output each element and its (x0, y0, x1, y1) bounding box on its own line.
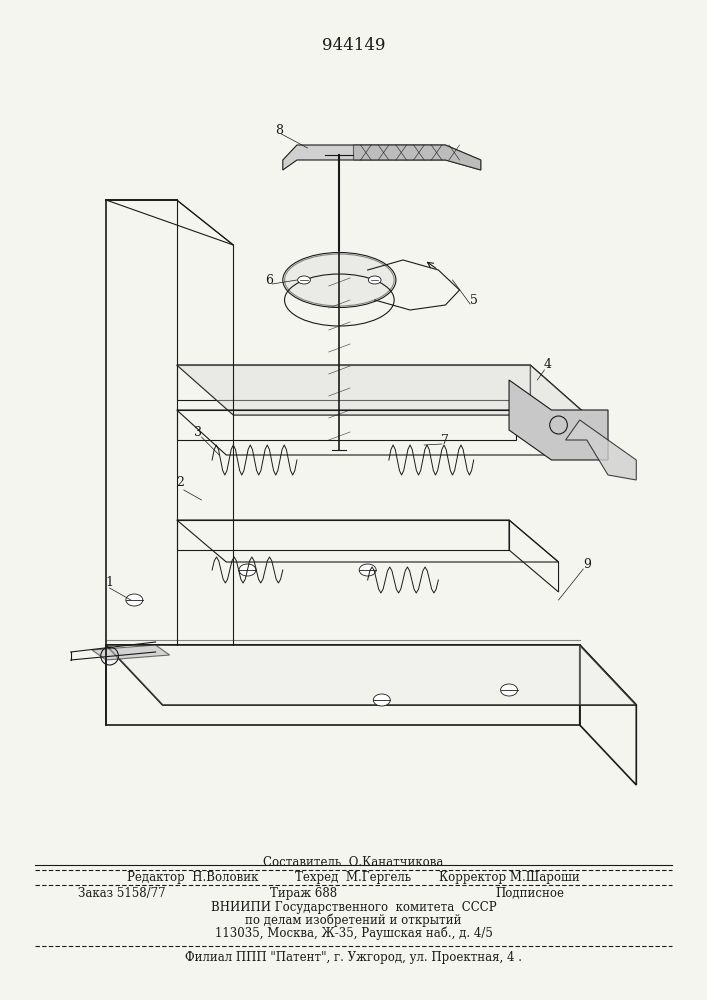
Text: Подписное: Подписное (496, 886, 565, 900)
Ellipse shape (359, 564, 376, 576)
Text: 6: 6 (264, 273, 273, 286)
Text: 4: 4 (544, 359, 552, 371)
Text: 1: 1 (105, 576, 114, 589)
Polygon shape (106, 645, 636, 705)
Text: 9: 9 (583, 558, 591, 572)
Ellipse shape (298, 276, 310, 284)
Text: 944149: 944149 (322, 36, 385, 53)
Ellipse shape (126, 594, 143, 606)
Text: Составитель  О.Канатчикова: Составитель О.Канатчикова (263, 856, 444, 868)
Text: Заказ 5158/77: Заказ 5158/77 (78, 886, 165, 900)
Text: Техред  М.Гергель: Техред М.Гергель (296, 870, 411, 884)
Text: ВНИИПИ Государственного  комитета  СССР: ВНИИПИ Государственного комитета СССР (211, 900, 496, 914)
Text: 8: 8 (275, 123, 284, 136)
Ellipse shape (373, 694, 390, 706)
Text: 7: 7 (441, 434, 450, 446)
Text: Тираж 688: Тираж 688 (271, 886, 337, 900)
Ellipse shape (239, 564, 256, 576)
Ellipse shape (284, 254, 394, 306)
Polygon shape (92, 645, 170, 660)
Ellipse shape (501, 684, 518, 696)
Text: по делам изобретений и открытий: по делам изобретений и открытий (245, 913, 462, 927)
Text: Филиал ППП "Патент", г. Ужгород, ул. Проектная, 4 .: Филиал ППП "Патент", г. Ужгород, ул. Про… (185, 952, 522, 964)
Text: 2: 2 (176, 477, 185, 489)
Polygon shape (177, 365, 587, 415)
Text: Редактор  Н.Воловик: Редактор Н.Воловик (127, 870, 259, 884)
Polygon shape (566, 420, 636, 480)
Text: 5: 5 (469, 294, 478, 306)
Polygon shape (354, 145, 481, 170)
Ellipse shape (368, 276, 381, 284)
Text: 3: 3 (194, 426, 202, 438)
Text: 113035, Москва, Ж-35, Раушская наб., д. 4/5: 113035, Москва, Ж-35, Раушская наб., д. … (214, 926, 493, 940)
Text: Корректор М.Шароши: Корректор М.Шароши (439, 870, 580, 884)
Polygon shape (283, 145, 481, 170)
Polygon shape (509, 380, 608, 460)
